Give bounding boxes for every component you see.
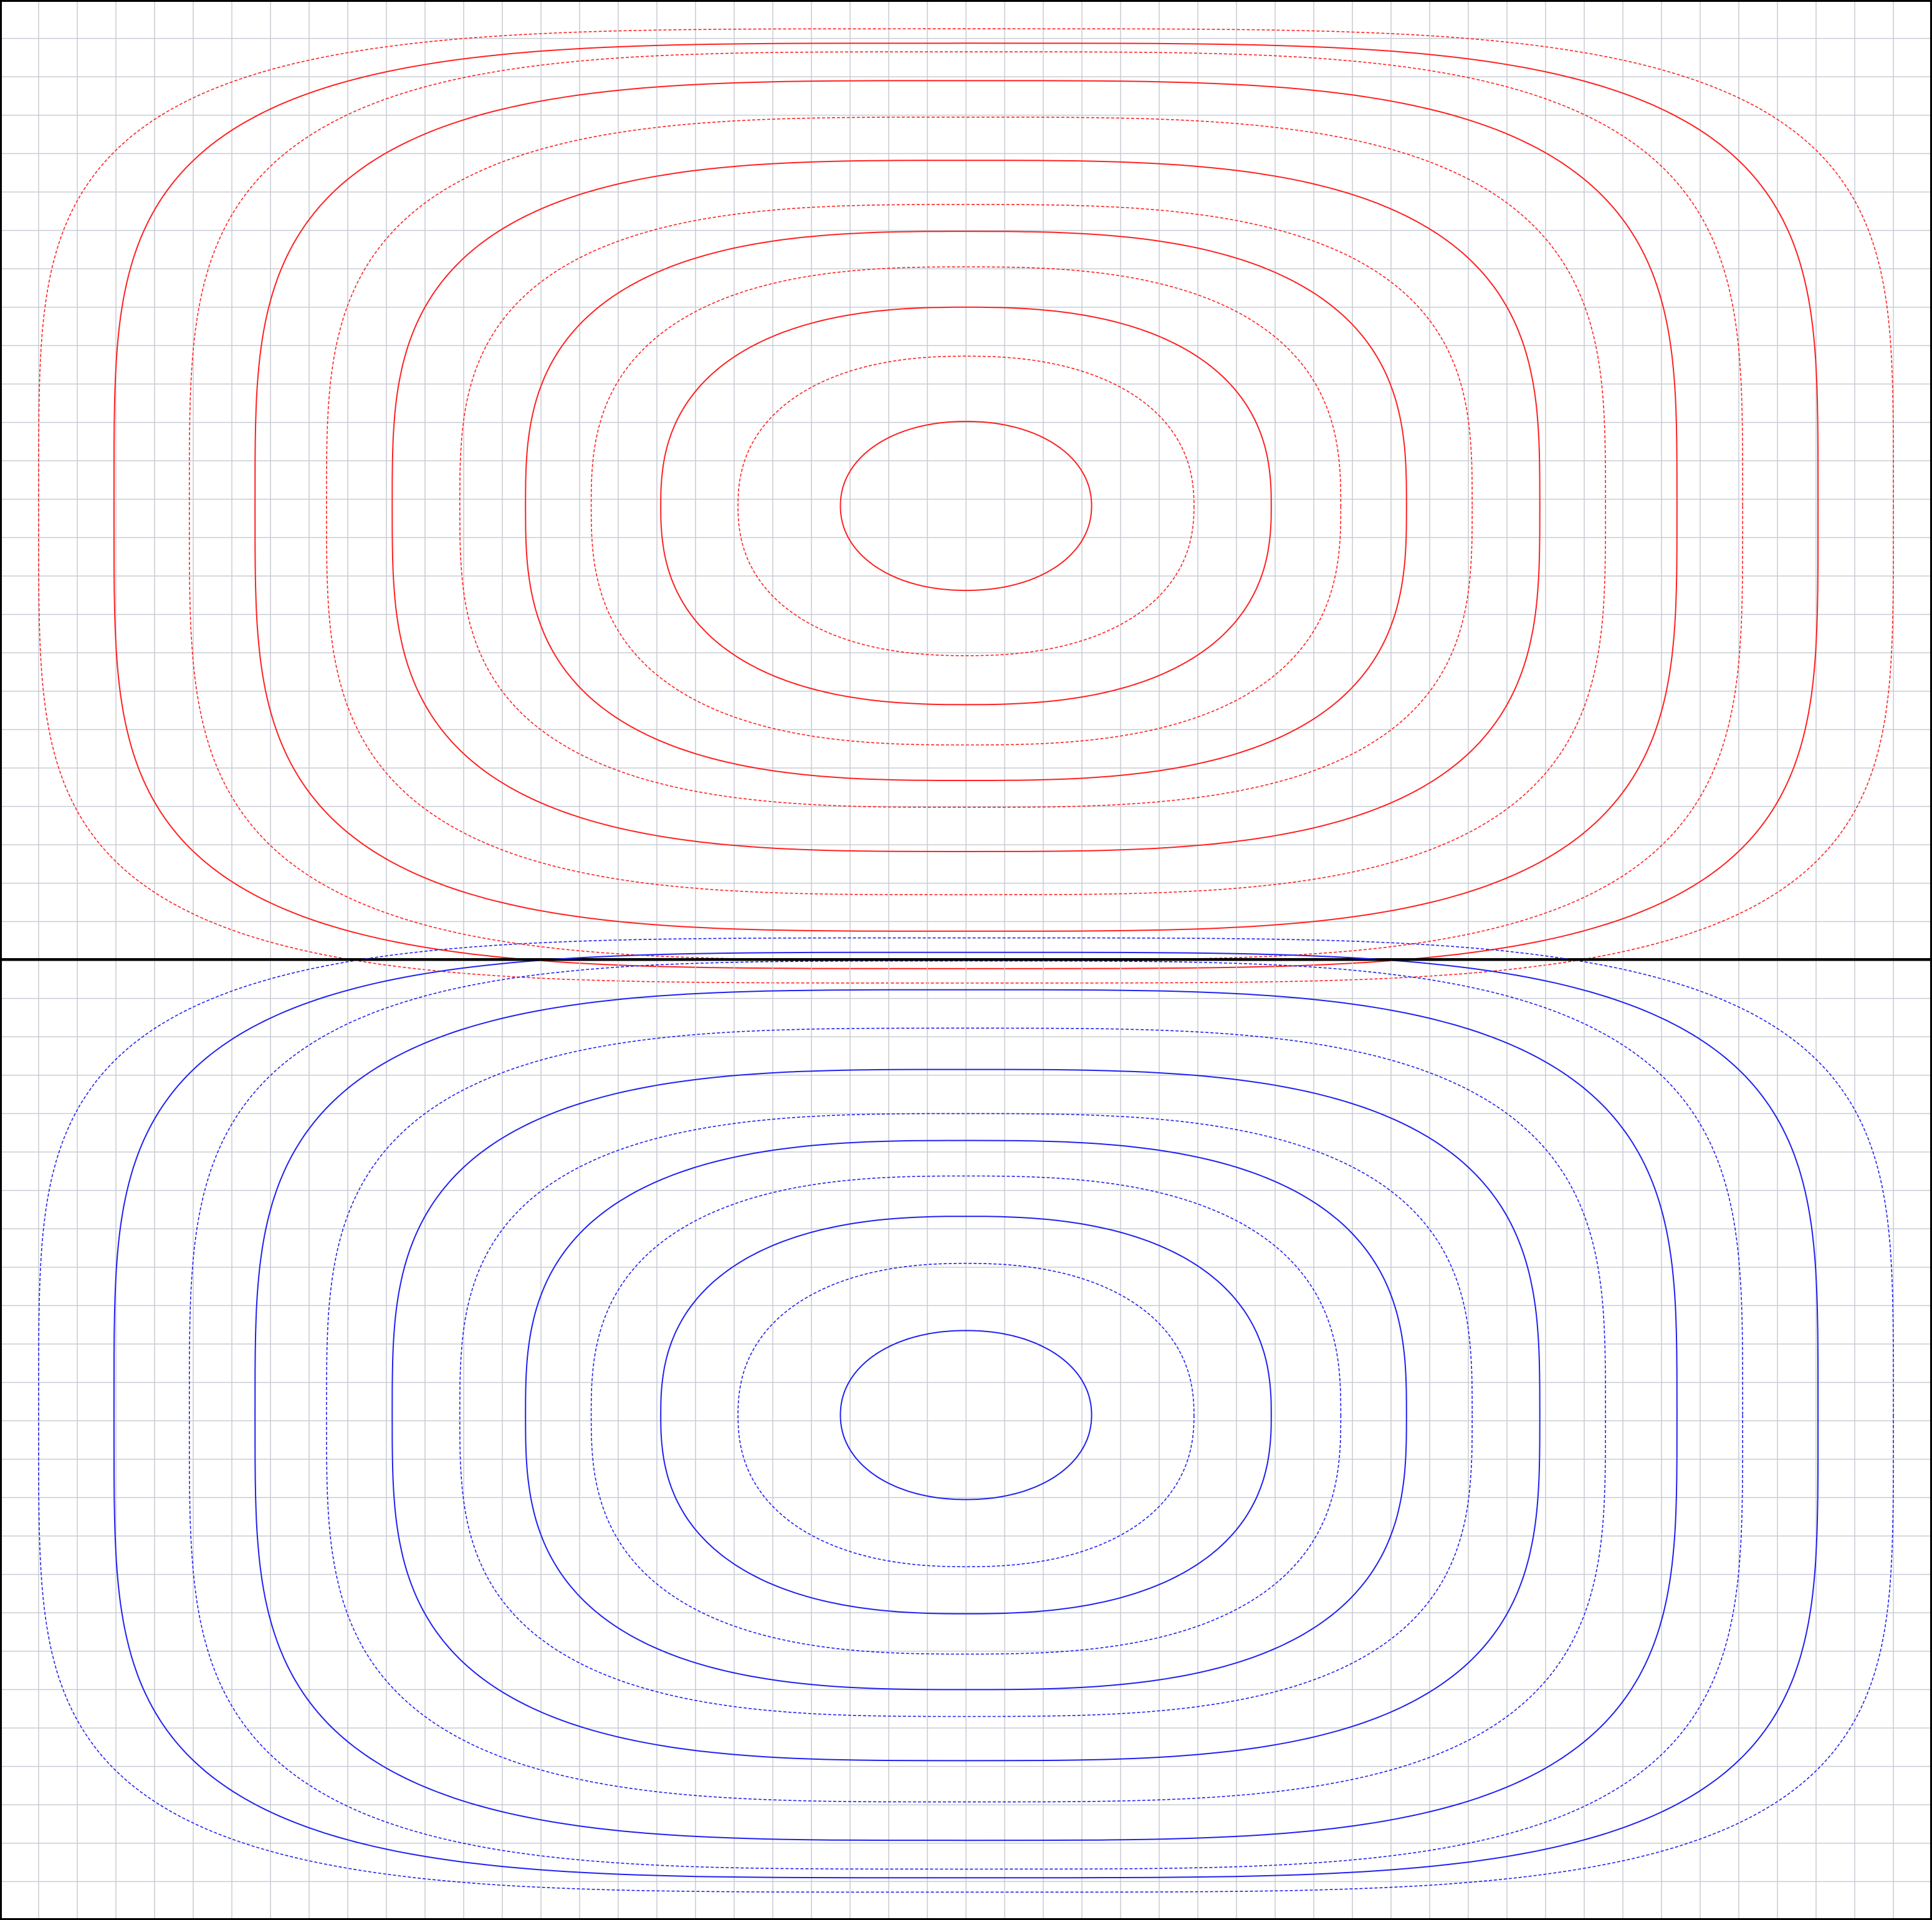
top-contour-level-6 <box>459 204 1473 808</box>
top-contour-level-12 <box>38 28 1894 984</box>
top-contour-level-4 <box>590 266 1342 746</box>
top-contour-level-7 <box>391 160 1541 853</box>
top-panel-grid <box>0 0 1932 960</box>
bottom-contour-level-9 <box>254 989 1678 1841</box>
bottom-contour-level-12 <box>38 937 1894 1893</box>
bottom-contour-level-11 <box>113 951 1819 1879</box>
bottom-contour-level-8 <box>326 1027 1606 1803</box>
top-contour-level-10 <box>188 51 1744 961</box>
top-contour-level-9 <box>254 80 1678 932</box>
top-contour-panel <box>0 0 1932 984</box>
bottom-contour-level-3 <box>660 1216 1272 1615</box>
bottom-contour-level-10 <box>188 960 1744 1870</box>
bottom-panel-contours <box>38 937 1894 1893</box>
bottom-contour-level-4 <box>590 1175 1342 1655</box>
top-contour-level-2 <box>737 355 1195 656</box>
top-contour-level-1 <box>839 421 1093 592</box>
bottom-contour-level-1 <box>839 1330 1093 1500</box>
top-contour-level-5 <box>525 231 1407 781</box>
top-contour-level-3 <box>660 306 1272 706</box>
top-contour-level-8 <box>326 117 1606 896</box>
bottom-panel-frame <box>0 959 1932 1920</box>
bottom-contour-level-5 <box>525 1140 1407 1691</box>
bottom-contour-level-6 <box>459 1113 1473 1717</box>
bottom-contour-panel <box>0 937 1932 1920</box>
top-panel-contours <box>38 28 1894 984</box>
top-contour-level-11 <box>113 42 1819 969</box>
bottom-contour-level-2 <box>737 1262 1195 1568</box>
bottom-contour-level-7 <box>391 1068 1541 1762</box>
